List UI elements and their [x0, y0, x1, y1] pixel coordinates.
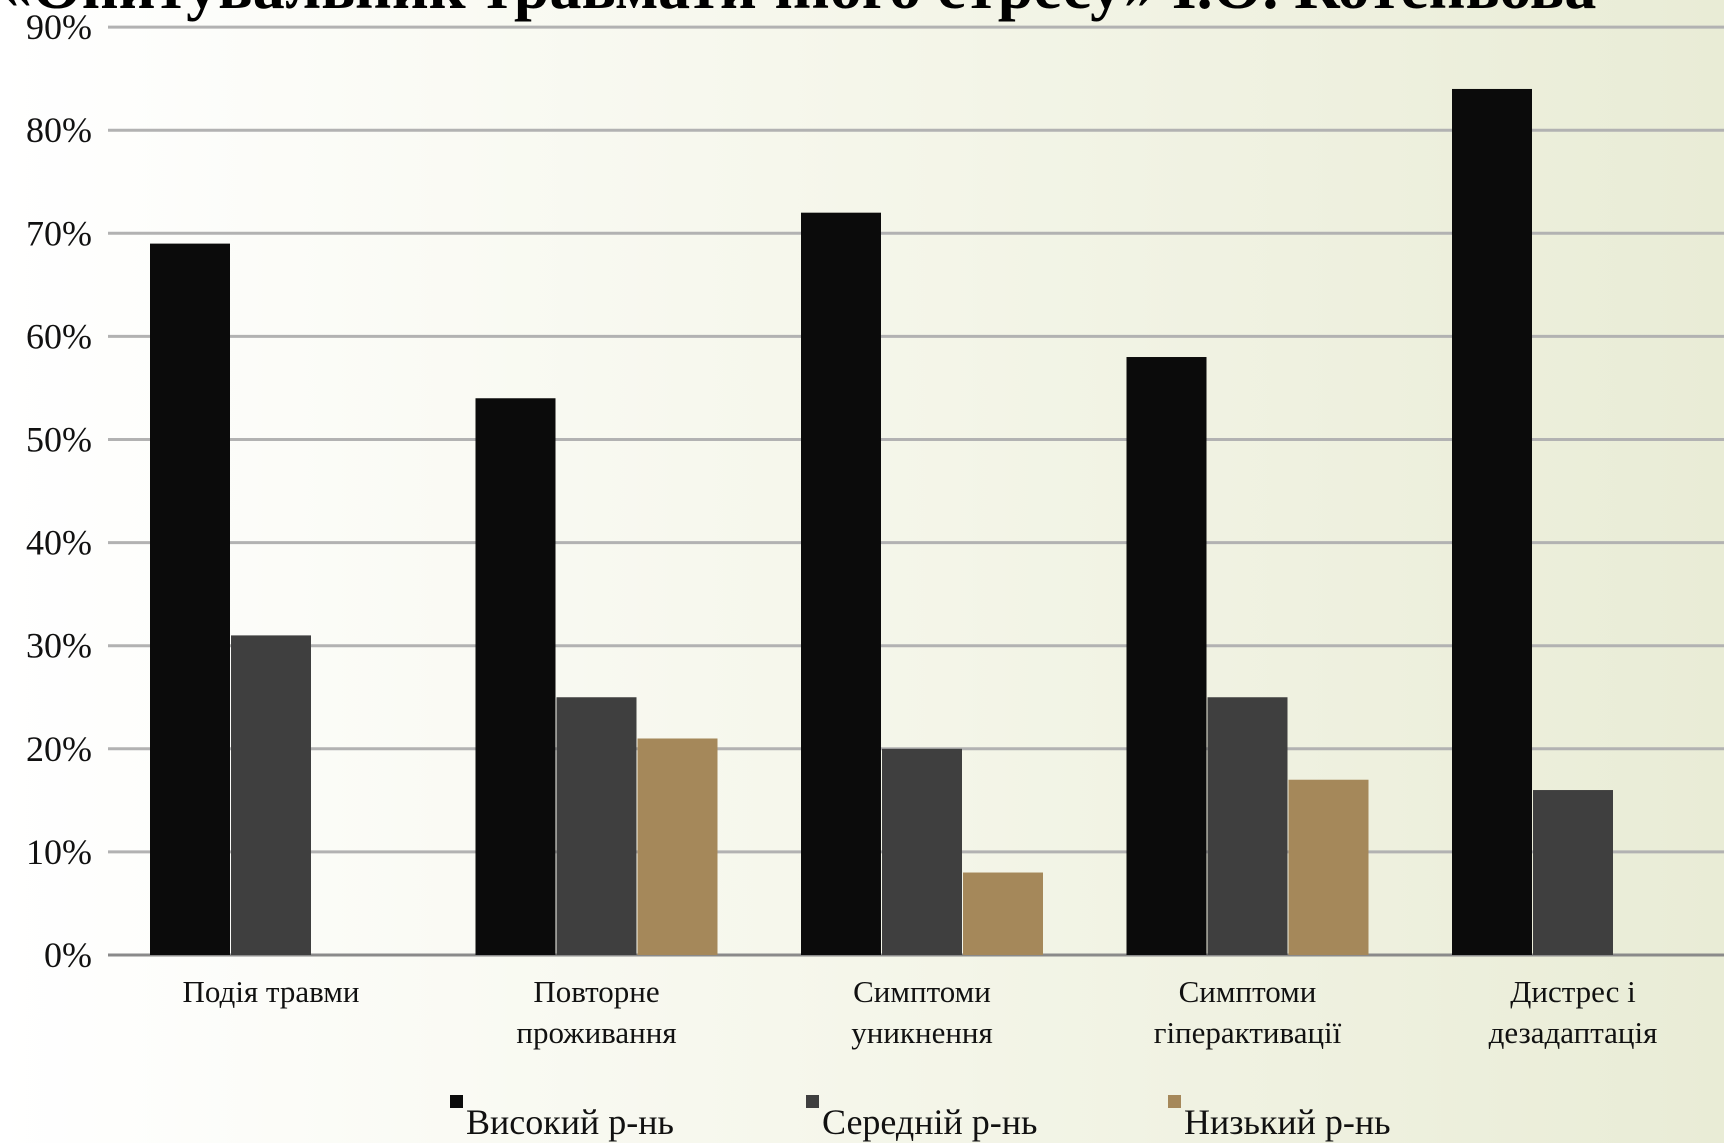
y-tick-label: 30% [26, 626, 92, 666]
y-axis: 0% 10% 20% 30% 40% 50% 60% 70% 80% 90% [26, 7, 92, 975]
x-category-label: Симптоми [1179, 974, 1317, 1009]
bar [1207, 697, 1288, 955]
x-category-label: Подія травми [183, 974, 360, 1009]
bar [231, 635, 311, 955]
legend: Високий р-нь Середній р-нь Низький р-нь [450, 1095, 1391, 1142]
y-tick-label: 70% [26, 213, 92, 253]
bars [150, 88, 1613, 956]
legend-label: Низький р-нь [1184, 1102, 1391, 1142]
bar [1288, 779, 1369, 955]
bar [963, 872, 1043, 955]
x-category-label: Повторне [533, 974, 659, 1009]
x-category-label: Симптоми [853, 974, 991, 1009]
x-category-label: Дистрес і [1510, 974, 1636, 1009]
x-axis: Подія травми Повторне проживання Симптоми ун… [183, 974, 1658, 1050]
bar [1533, 790, 1613, 955]
legend-swatch [450, 1095, 463, 1108]
x-category-label: уникнення [851, 1015, 993, 1050]
bar [475, 398, 556, 955]
legend-label: Середній р-нь [822, 1102, 1037, 1142]
bar [801, 212, 881, 955]
y-tick-label: 60% [26, 316, 92, 356]
chart-title: «Опитувальник травматичного стресу» І.О.… [0, 0, 1724, 24]
y-tick-label: 90% [26, 7, 92, 47]
legend-swatch [806, 1095, 819, 1108]
legend-label: Високий р-нь [466, 1102, 674, 1142]
x-category-label: дезадаптація [1489, 1015, 1658, 1050]
y-tick-label: 50% [26, 420, 92, 460]
bar [882, 748, 962, 955]
bar [556, 697, 637, 955]
bar [150, 243, 230, 956]
y-tick-label: 80% [26, 110, 92, 150]
y-tick-label: 10% [26, 832, 92, 872]
y-tick-label: 0% [44, 935, 92, 975]
y-tick-label: 40% [26, 523, 92, 563]
legend-swatch [1168, 1095, 1181, 1108]
bar [637, 738, 718, 955]
bar [1452, 88, 1532, 955]
x-category-label: проживання [516, 1015, 676, 1050]
x-category-label: гіперактивації [1154, 1015, 1342, 1050]
bar [1126, 357, 1207, 955]
y-tick-label: 20% [26, 729, 92, 769]
